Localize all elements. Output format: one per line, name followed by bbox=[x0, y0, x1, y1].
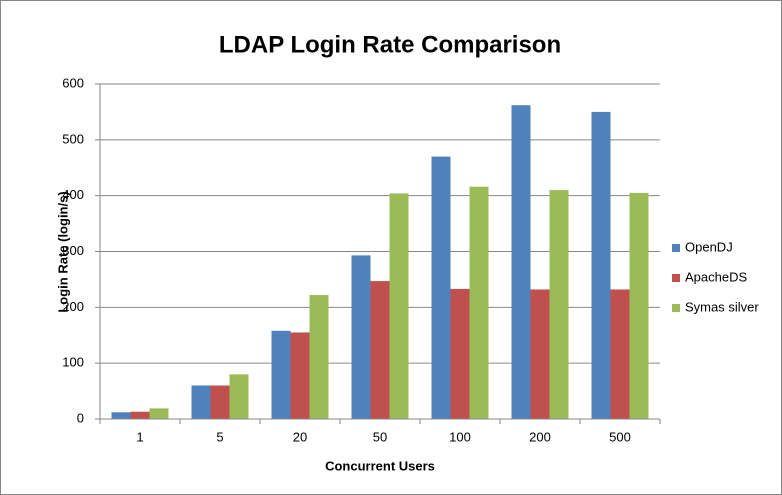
bar bbox=[271, 330, 291, 419]
bar bbox=[191, 385, 211, 419]
bar bbox=[290, 332, 310, 419]
bar bbox=[111, 412, 131, 419]
x-tick-label: 100 bbox=[449, 429, 471, 444]
bar bbox=[229, 374, 249, 419]
y-tick-label: 300 bbox=[62, 243, 84, 258]
y-tick-label: 600 bbox=[62, 75, 84, 90]
bar bbox=[450, 288, 470, 419]
bar bbox=[610, 289, 630, 419]
y-tick-label: 200 bbox=[62, 299, 84, 314]
x-tick-label: 50 bbox=[373, 429, 387, 444]
x-axis-title: Concurrent Users bbox=[325, 458, 435, 473]
x-tick-label: 1 bbox=[136, 429, 143, 444]
y-tick-label: 100 bbox=[62, 355, 84, 370]
legend-swatch bbox=[672, 244, 680, 252]
chart-title: LDAP Login Rate Comparison bbox=[219, 31, 561, 58]
bar bbox=[351, 255, 371, 419]
legend-swatch bbox=[672, 304, 680, 312]
bar bbox=[629, 192, 649, 419]
bar bbox=[309, 295, 329, 419]
bar bbox=[210, 385, 230, 419]
bar bbox=[469, 186, 489, 419]
bar bbox=[549, 190, 569, 419]
x-tick-label: 200 bbox=[529, 429, 551, 444]
bar bbox=[370, 281, 390, 419]
bar bbox=[431, 156, 451, 420]
legend-label: OpenDJ bbox=[685, 239, 733, 254]
bar bbox=[130, 411, 150, 419]
bar bbox=[389, 193, 409, 419]
bar bbox=[149, 408, 169, 419]
x-tick-label: 500 bbox=[609, 429, 631, 444]
x-tick-label: 20 bbox=[293, 429, 307, 444]
y-axis-title: Login Rate (login/s) bbox=[55, 191, 70, 312]
y-tick-label: 500 bbox=[62, 131, 84, 146]
bar bbox=[591, 111, 611, 420]
legend-swatch bbox=[672, 274, 680, 282]
legend-label: Symas silver bbox=[685, 299, 759, 314]
legend-label: ApacheDS bbox=[685, 269, 747, 284]
y-tick-label: 0 bbox=[77, 410, 84, 425]
y-tick-label: 400 bbox=[62, 187, 84, 202]
bar bbox=[511, 105, 531, 419]
bar bbox=[530, 289, 550, 419]
x-tick-label: 5 bbox=[216, 429, 223, 444]
